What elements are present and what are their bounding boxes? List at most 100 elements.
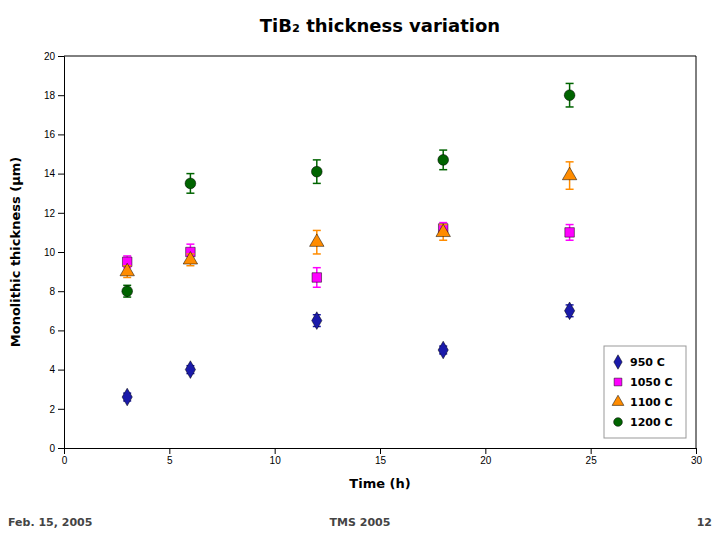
tick: 6 (49, 325, 64, 336)
legend-label: 1200 C (630, 416, 673, 429)
tick-label: 20 (480, 455, 492, 466)
tick-mark (591, 448, 592, 454)
annotation: TMS 2005 (330, 516, 391, 529)
tick-mark (58, 370, 64, 371)
error-bar-cap (313, 159, 321, 161)
point (310, 234, 324, 246)
error-bar-cap (566, 83, 574, 85)
point (312, 312, 322, 330)
tick: 0 (49, 443, 64, 454)
title: TiB₂ thickness variation (260, 15, 500, 36)
point (120, 263, 134, 275)
point (562, 167, 576, 179)
error-bar (313, 268, 321, 288)
error-bar-cap (439, 239, 447, 241)
y-axis-title: Monolithic thickness (μm) (8, 157, 23, 347)
error-bar (566, 225, 574, 241)
tick-label: 14 (44, 168, 56, 179)
legend-box (604, 346, 686, 438)
tick: 20 (44, 51, 64, 62)
error-bar-cap (566, 189, 574, 191)
tick-mark (58, 409, 64, 410)
point (122, 286, 133, 297)
tick: 12 (44, 208, 64, 219)
tick-mark (58, 174, 64, 175)
tick-mark (58, 448, 64, 449)
legend-label: 1100 C (630, 396, 673, 409)
tick-label: 4 (49, 364, 55, 375)
error-bar-cap (566, 106, 574, 108)
tick-mark (485, 448, 486, 454)
error-bar-cap (439, 169, 447, 171)
tick: 8 (49, 286, 64, 297)
annotation: Feb. 15, 2005 (8, 516, 92, 529)
tick-mark (58, 56, 64, 57)
error-bar-cap (313, 183, 321, 185)
tick-label: 10 (44, 247, 56, 258)
tick-label: 30 (691, 455, 703, 466)
tick-mark (58, 134, 64, 135)
tick-label: 25 (586, 455, 598, 466)
annotation: 12 (697, 516, 712, 529)
error-bar-cap (566, 224, 574, 226)
point (564, 90, 575, 101)
tick-mark (380, 448, 381, 454)
tick-mark (58, 252, 64, 253)
tick-label: 12 (44, 208, 56, 219)
error-bar-cap (439, 149, 447, 151)
legend-item: 1050 C (614, 376, 672, 389)
point (185, 178, 196, 189)
error-bar-cap (439, 222, 447, 224)
axis-line (65, 449, 697, 455)
legend-item: 1200 C (614, 416, 673, 429)
legend-item: 950 C (614, 355, 665, 369)
legend-symbol (614, 378, 622, 386)
point (565, 302, 575, 320)
legend-symbol (614, 355, 622, 369)
tick: 0 (62, 448, 68, 466)
axis-line (58, 57, 65, 449)
error-bar-cap (186, 192, 194, 194)
legend-label: 1050 C (630, 376, 673, 389)
series (120, 162, 577, 278)
legend: 950 C 1050 C 1100 C 1200 C (604, 346, 686, 438)
tick-label: 8 (49, 286, 55, 297)
error-bar-cap (566, 161, 574, 163)
tick: 20 (480, 448, 492, 466)
tick-mark (275, 448, 276, 454)
series (122, 302, 575, 406)
tick-mark (696, 448, 697, 454)
tick: 15 (375, 448, 387, 466)
point (312, 273, 321, 282)
tick: 4 (49, 364, 64, 375)
tick-label: 20 (44, 51, 56, 62)
tick-label: 18 (44, 90, 56, 101)
tick-mark (169, 448, 170, 454)
plot-area: 0 5 10 15 20 25 30 0 2 4 6 8 10 12 14 16 18 20 950 C 1050 C… (44, 51, 703, 466)
legend-symbol (614, 418, 623, 427)
error-bar-cap (186, 173, 194, 175)
frame (696, 56, 697, 448)
point (436, 224, 450, 236)
error-bar-cap (313, 253, 321, 255)
point (311, 166, 322, 177)
chart: 0 5 10 15 20 25 30 0 2 4 6 8 10 12 14 16 18 20 950 C 1050 C… (0, 0, 720, 540)
y-axis: 0 2 4 6 8 10 12 14 16 18 20 (44, 51, 65, 454)
error-bar-cap (313, 230, 321, 232)
legend-item: 1100 C (612, 395, 672, 409)
x-axis-title: Time (h) (349, 476, 410, 491)
error-bar-cap (313, 267, 321, 269)
point (565, 228, 574, 237)
error-bar-cap (566, 239, 574, 241)
tick: 10 (44, 247, 64, 258)
series (122, 83, 575, 297)
tick-label: 10 (270, 455, 282, 466)
legend-symbol (612, 395, 624, 405)
tick: 2 (49, 404, 64, 415)
frame (64, 56, 696, 57)
tick-label: 5 (167, 455, 173, 466)
tick: 5 (167, 448, 173, 466)
tick: 10 (270, 448, 282, 466)
tick-label: 16 (44, 129, 56, 140)
tick-mark (58, 213, 64, 214)
